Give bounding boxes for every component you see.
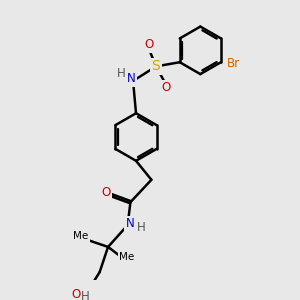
Text: O: O <box>72 288 81 300</box>
Text: S: S <box>152 59 160 74</box>
Text: H: H <box>137 221 146 234</box>
Text: O: O <box>162 81 171 94</box>
Text: Br: Br <box>227 57 240 70</box>
Text: H: H <box>117 68 126 80</box>
Text: Me: Me <box>73 231 88 241</box>
Text: O: O <box>102 187 111 200</box>
Text: Me: Me <box>119 252 134 262</box>
Text: O: O <box>144 38 154 51</box>
Text: N: N <box>126 72 135 85</box>
Text: N: N <box>125 217 134 230</box>
Text: H: H <box>81 290 90 300</box>
